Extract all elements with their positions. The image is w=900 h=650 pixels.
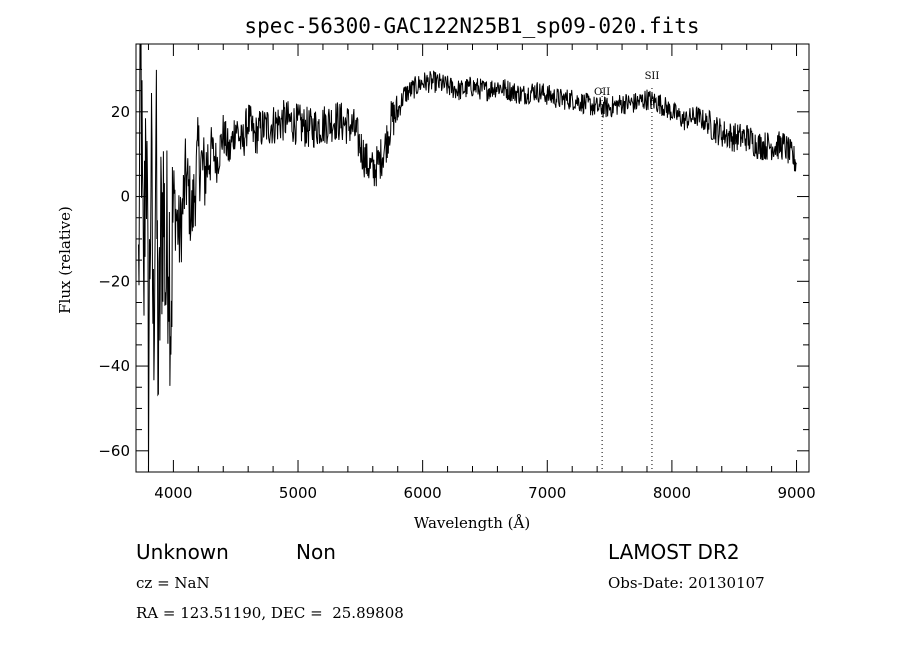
- line-label-sii: SII: [645, 71, 660, 82]
- survey-name: LAMOST DR2: [608, 540, 740, 564]
- x-axis-label: Wavelength (Å): [414, 514, 530, 532]
- coordinates-text: RA = 123.51190, DEC = 25.89808: [136, 604, 404, 622]
- x-tick-label: 5000: [279, 484, 317, 502]
- y-axis-label: Flux (relative): [56, 206, 74, 314]
- y-tick-label: 20: [111, 103, 130, 121]
- spectrum-line: [138, 44, 797, 472]
- x-tick-label: 6000: [404, 484, 442, 502]
- plot-area: 4000 5000 6000 7000 8000 9000 −60 −40 −20 0 20 OII S…: [98, 43, 816, 502]
- object-subclass: Non: [296, 540, 336, 564]
- y-tick-label: −60: [98, 442, 130, 460]
- y-tick-label: −40: [98, 357, 130, 375]
- x-tick-label: 8000: [653, 484, 691, 502]
- plot-frame: [135, 43, 810, 473]
- object-class: Unknown: [136, 540, 229, 564]
- y-tick-label: −20: [98, 272, 130, 290]
- y-tick-label: 0: [120, 188, 130, 206]
- observation-date: Obs-Date: 20130107: [608, 574, 765, 592]
- x-tick-label: 7000: [528, 484, 566, 502]
- line-label-oii: OII: [594, 87, 610, 98]
- x-tick-label: 4000: [154, 484, 192, 502]
- chart-title: spec-56300-GAC122N25B1_sp09-020.fits: [244, 14, 699, 38]
- redshift-text: cz = NaN: [136, 574, 210, 592]
- x-tick-label: 9000: [777, 484, 815, 502]
